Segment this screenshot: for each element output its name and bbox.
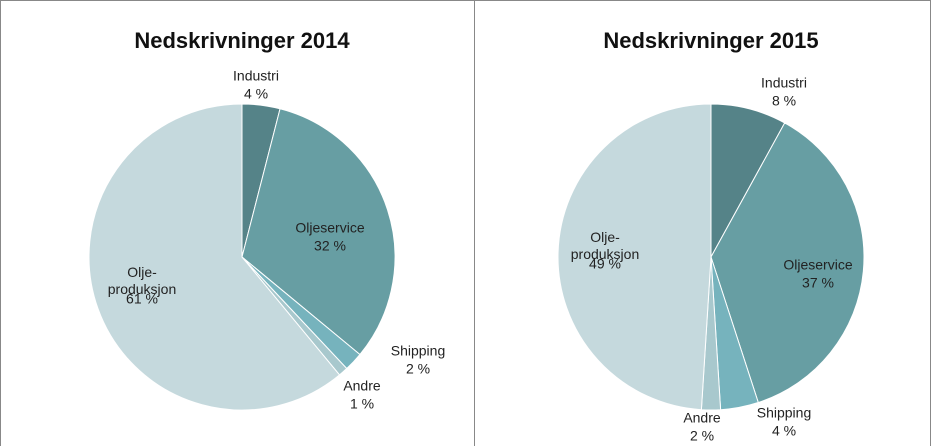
slice-category: Olje-produksjon <box>570 229 640 262</box>
slice-value-label: 2 % <box>689 427 715 444</box>
slice-value-label: 2 % <box>405 360 431 377</box>
slice-category: Olje-produksjon <box>107 264 177 297</box>
chart-title: Nedskrivninger 2014 <box>134 28 350 53</box>
slice-value-label: 37 % <box>802 274 834 291</box>
slice-category: Industri <box>233 67 279 84</box>
slice-category: Andre <box>343 377 381 394</box>
slice-category: Shipping <box>756 404 812 421</box>
slice-category: Andre <box>683 409 721 426</box>
pie-slice <box>557 103 712 411</box>
slice-category: Oljeservice <box>295 219 365 236</box>
pie-slice <box>710 122 865 404</box>
slice-value-label: 49 % <box>589 255 621 272</box>
slice-value-label: 32 % <box>314 237 346 254</box>
slice-value-label: 4 % <box>771 422 797 439</box>
slice-category: Shipping <box>390 342 446 359</box>
slice-value-label: 4 % <box>243 85 269 102</box>
chart-title: Nedskrivninger 2015 <box>603 28 819 53</box>
slice-category: Oljeservice <box>783 256 853 273</box>
pie-slice <box>88 103 341 411</box>
slice-value-label: 1 % <box>349 395 375 412</box>
slice-value-label: 61 % <box>126 290 158 307</box>
slice-value-label: 8 % <box>771 92 797 109</box>
slice-category: Industri <box>761 74 807 91</box>
pie-slice <box>241 108 396 356</box>
